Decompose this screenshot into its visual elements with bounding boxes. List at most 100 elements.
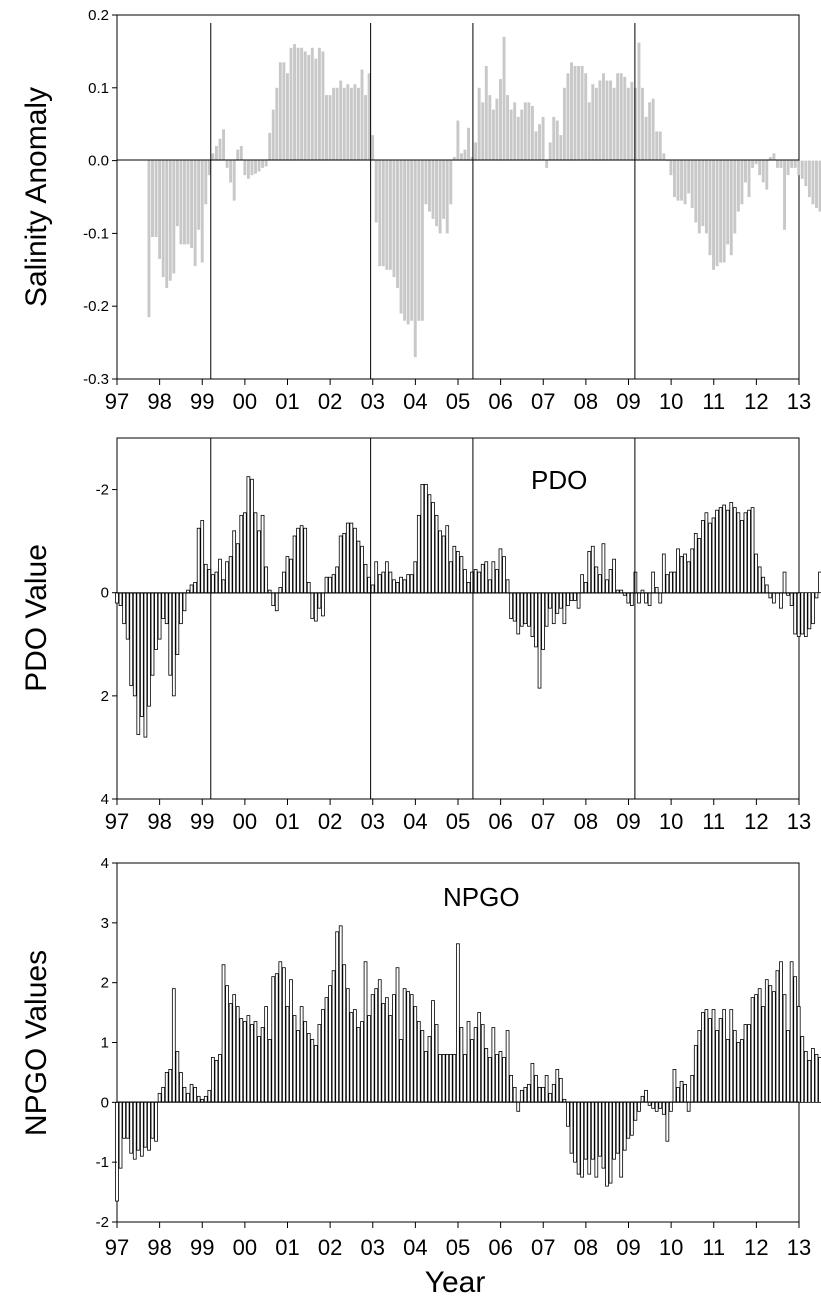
bar bbox=[587, 551, 592, 594]
bar bbox=[803, 1051, 808, 1103]
bar bbox=[499, 79, 502, 161]
bar bbox=[473, 1027, 478, 1103]
y-tick-label: -0.1 bbox=[83, 225, 109, 242]
bar bbox=[658, 131, 662, 161]
bar bbox=[406, 991, 411, 1103]
x-tick-label: 09 bbox=[616, 1235, 640, 1260]
bar bbox=[381, 1003, 386, 1103]
bar bbox=[566, 73, 570, 161]
bar bbox=[722, 504, 727, 594]
bar bbox=[328, 95, 332, 161]
bar bbox=[594, 87, 598, 161]
bar bbox=[814, 1054, 819, 1103]
bar bbox=[267, 589, 272, 594]
bar bbox=[576, 592, 581, 609]
bar bbox=[147, 160, 151, 318]
bar bbox=[569, 1101, 574, 1154]
bar bbox=[239, 146, 243, 161]
bar bbox=[580, 65, 584, 161]
bar bbox=[466, 582, 471, 594]
bar bbox=[701, 160, 705, 227]
bar bbox=[154, 1101, 158, 1142]
bar bbox=[143, 592, 148, 738]
bar bbox=[388, 571, 393, 594]
bar bbox=[740, 160, 744, 205]
bar bbox=[683, 160, 687, 205]
bar bbox=[804, 160, 808, 187]
x-tick-label: 08 bbox=[574, 389, 598, 414]
bar bbox=[584, 73, 588, 161]
bar bbox=[417, 160, 421, 321]
bar bbox=[644, 592, 648, 604]
x-axis-title: Year bbox=[425, 1266, 486, 1299]
bar bbox=[371, 135, 375, 161]
bar bbox=[345, 522, 350, 594]
bar bbox=[449, 160, 453, 205]
bar bbox=[125, 1101, 130, 1139]
bar bbox=[679, 1080, 684, 1103]
bar bbox=[629, 1101, 634, 1136]
bar bbox=[395, 967, 400, 1103]
bar bbox=[673, 160, 676, 197]
bar bbox=[424, 1051, 428, 1103]
bar bbox=[530, 106, 534, 161]
bar bbox=[491, 109, 495, 161]
bar bbox=[203, 1095, 208, 1103]
bar bbox=[307, 55, 311, 161]
y-tick-label: 4 bbox=[101, 791, 109, 808]
bar bbox=[594, 566, 599, 594]
bar bbox=[456, 551, 460, 594]
bar bbox=[377, 574, 382, 594]
bar bbox=[271, 976, 276, 1103]
bar bbox=[289, 47, 293, 161]
x-tick-label: 00 bbox=[233, 389, 257, 414]
bar bbox=[459, 1027, 464, 1103]
bar bbox=[264, 1006, 268, 1103]
bar bbox=[502, 556, 506, 594]
bar bbox=[431, 1000, 435, 1103]
bar bbox=[154, 592, 158, 650]
bar bbox=[520, 109, 524, 161]
bar bbox=[431, 502, 435, 594]
bar bbox=[332, 87, 336, 161]
bar bbox=[431, 160, 435, 219]
bar bbox=[729, 160, 733, 256]
bar bbox=[331, 970, 336, 1103]
bar bbox=[612, 558, 616, 594]
bar bbox=[413, 561, 418, 594]
bar bbox=[775, 970, 780, 1103]
bar bbox=[232, 160, 236, 201]
bar bbox=[136, 592, 141, 735]
bar bbox=[761, 160, 765, 183]
bar bbox=[697, 538, 702, 594]
bar bbox=[179, 592, 183, 625]
y-tick-label: 2 bbox=[101, 975, 109, 992]
x-tick-label: 10 bbox=[659, 809, 683, 834]
x-tick-label: 13 bbox=[787, 389, 811, 414]
bar bbox=[800, 1036, 805, 1103]
bar bbox=[363, 563, 368, 594]
bar bbox=[278, 62, 282, 161]
bar bbox=[339, 80, 343, 161]
bar bbox=[139, 1101, 144, 1157]
bar bbox=[392, 160, 396, 278]
x-tick-label: 03 bbox=[361, 1235, 385, 1260]
x-tick-label: 99 bbox=[190, 809, 214, 834]
bar bbox=[754, 160, 758, 165]
bar bbox=[122, 1101, 126, 1139]
bar bbox=[669, 1101, 673, 1112]
bar bbox=[452, 1054, 457, 1103]
bar bbox=[640, 589, 645, 594]
bar bbox=[306, 582, 311, 594]
bar bbox=[196, 1095, 201, 1103]
bar bbox=[704, 1009, 709, 1103]
bar bbox=[473, 569, 478, 594]
bar bbox=[260, 1027, 265, 1103]
bar bbox=[317, 1024, 322, 1103]
bar bbox=[605, 1101, 609, 1187]
bar bbox=[207, 1089, 212, 1103]
bar bbox=[250, 478, 254, 594]
bar bbox=[654, 1101, 659, 1112]
bar bbox=[509, 109, 513, 161]
